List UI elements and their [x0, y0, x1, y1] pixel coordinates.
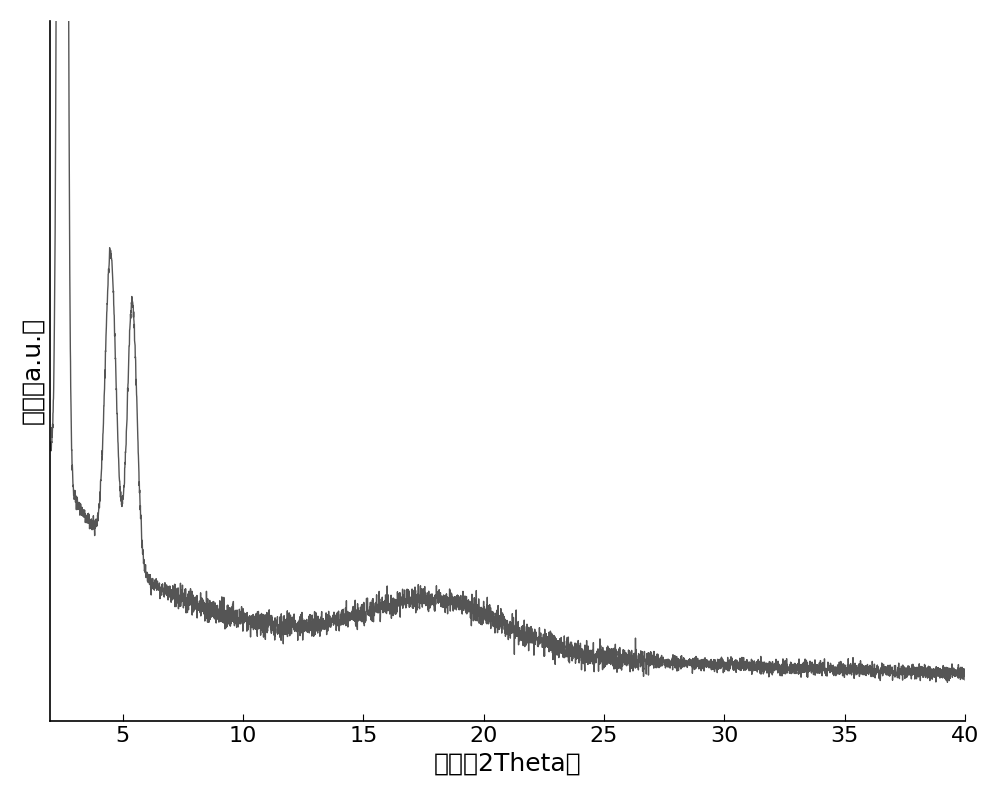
- X-axis label: 角度（2Theta）: 角度（2Theta）: [434, 751, 581, 775]
- Y-axis label: 强度（a.u.）: 强度（a.u.）: [21, 318, 45, 424]
